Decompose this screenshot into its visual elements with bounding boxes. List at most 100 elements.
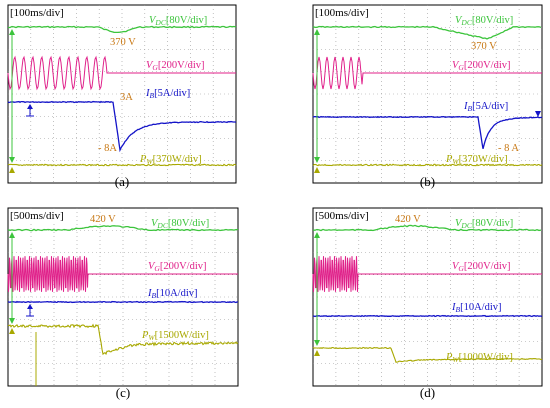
vg-trace-label: VG[200V/div]: [452, 261, 511, 273]
time-scale-label: [100ms/div]: [315, 7, 369, 19]
time-scale-background: [314, 6, 380, 18]
vdc-label-subscript: DC: [154, 18, 166, 27]
pw-trace-label: PW[1000W/div]: [445, 352, 513, 364]
ib-label-subscript: B: [152, 291, 157, 300]
ib-peak-annotation: - 8A: [98, 143, 117, 154]
vg-label-symbol: V: [148, 261, 156, 272]
ib-trace: [312, 314, 543, 318]
time-scale-background: [314, 209, 380, 221]
vdc-arrow-tail-icon: [314, 340, 320, 346]
pw-label-symbol: P: [445, 154, 453, 165]
vg-label-subscript: G: [458, 63, 464, 72]
vg-trace: [7, 256, 238, 292]
ib-arrow-head-icon: [27, 304, 33, 309]
vdc-arrow-head-icon: [9, 232, 15, 238]
ib-arrow-head-icon: [535, 111, 541, 117]
pw-marker-icon: [314, 167, 320, 173]
vdc-label-symbol: V: [455, 15, 463, 26]
scope-panel: [500ms/div]VDC[80V/div]VG[200V/div]IB[10…: [312, 207, 543, 400]
pw-label-subscript: W: [146, 157, 153, 166]
ib-label-scale: [5A/div]: [154, 88, 190, 99]
vg-trace: [312, 56, 542, 90]
vg-label-scale: [200V/div]: [160, 261, 207, 272]
vdc-trace: [8, 25, 237, 34]
pw-trace: [312, 163, 543, 167]
pw-label-scale: [1500W/div]: [155, 330, 209, 341]
vdc-min-annotation: 370 V: [110, 37, 136, 48]
vg-label-scale: [200V/div]: [464, 261, 511, 272]
vdc-label-subscript: DC: [156, 221, 168, 230]
ib-label-subscript: B: [468, 104, 473, 113]
panel-caption: (b): [420, 174, 435, 189]
pw-label-scale: [1000W/div]: [459, 352, 513, 363]
vdc-min-annotation: 370 V: [471, 41, 497, 52]
vdc-label-scale: [80V/div]: [472, 15, 513, 26]
scope-panel: [100ms/div]VDC[80V/div]VG[200V/div]IB[5A…: [312, 4, 543, 189]
ib-label-scale: [10A/div]: [156, 288, 197, 299]
pw-marker-icon: [9, 167, 15, 173]
vdc-trace: [312, 224, 542, 232]
ib-label-scale: [5A/div]: [472, 101, 508, 112]
time-scale-label: [500ms/div]: [10, 210, 64, 222]
vg-trace: [312, 256, 542, 292]
vdc-trace-label: VDC[80V/div]: [455, 218, 513, 230]
vg-trace-label: VG[200V/div]: [148, 261, 207, 273]
pw-label-symbol: P: [141, 330, 149, 341]
panel-caption: (a): [115, 174, 129, 189]
vdc-trace: [7, 225, 239, 232]
ib-arrow-head-icon: [27, 104, 33, 109]
pw-label-scale: [370W/div]: [459, 154, 508, 165]
vdc-label-subscript: DC: [460, 221, 472, 230]
vg-label-symbol: V: [146, 60, 154, 71]
vdc-trace-label: VDC[80V/div]: [151, 218, 209, 230]
vg-trace: [7, 55, 236, 91]
vdc-label-scale: [80V/div]: [166, 15, 207, 26]
ib-trace: [7, 100, 237, 153]
vg-trace-label: VG[200V/div]: [452, 60, 511, 72]
ib-label-symbol: I: [145, 88, 150, 99]
pw-label-scale: [370W/div]: [153, 154, 202, 165]
vg-label-subscript: G: [152, 63, 158, 72]
pw-label-subscript: W: [452, 157, 459, 166]
ib-label-symbol: I: [451, 302, 456, 313]
vg-trace-label: VG[200V/div]: [146, 60, 205, 72]
ib-label-subscript: B: [150, 91, 155, 100]
pw-trace: [7, 163, 237, 167]
vdc-arrow-head-icon: [9, 29, 15, 35]
vdc-arrow-head-icon: [314, 29, 320, 35]
time-scale-label: [500ms/div]: [315, 210, 369, 222]
vdc-arrow-tail-icon: [314, 157, 320, 163]
vdc-peak-annotation: 420 V: [395, 214, 421, 225]
pw-trace-label: PW[1500W/div]: [141, 330, 209, 342]
panel-caption: (d): [420, 385, 435, 400]
pw-label-symbol: P: [445, 352, 453, 363]
pw-label-subscript: W: [148, 333, 155, 342]
ib-label-scale: [10A/div]: [460, 302, 501, 313]
time-scale-background: [9, 6, 75, 18]
vg-label-subscript: G: [458, 264, 464, 273]
time-scale-background: [9, 209, 75, 221]
time-scale-label: [100ms/div]: [10, 7, 64, 19]
pw-trace-label: PW[370W/div]: [445, 154, 508, 166]
vg-label-scale: [200V/div]: [158, 60, 205, 71]
vg-label-symbol: V: [452, 261, 460, 272]
vdc-label-symbol: V: [455, 218, 463, 229]
vg-label-scale: [200V/div]: [464, 60, 511, 71]
scope-panel: [100ms/div]VDC[80V/div]VG[200V/div]IB[5A…: [7, 4, 237, 189]
ib-level-annotation: 3A: [120, 92, 133, 103]
ib-trace-label: IB[10A/div]: [147, 288, 198, 300]
scope-panel: [500ms/div] VDC[80V/div] VG[200V/div] IB[10…: [7, 207, 239, 400]
ib-trace-label: IB[5A/div]: [463, 101, 508, 113]
vdc-trace-label: VDC[80V/div]: [455, 15, 513, 27]
vdc-label-subscript: DC: [460, 18, 472, 27]
vdc-label-symbol: V: [151, 218, 159, 229]
panel-caption: (c): [116, 385, 130, 400]
panels-group: [100ms/div]VDC[80V/div]VG[200V/div]IB[5A…: [7, 4, 543, 400]
vdc-label-scale: [80V/div]: [472, 218, 513, 229]
ib-label-subscript: B: [456, 305, 461, 314]
pw-marker-icon: [314, 350, 320, 356]
vdc-label-symbol: V: [149, 15, 157, 26]
vdc-peak-annotation: 420 V: [90, 214, 116, 225]
vg-label-symbol: V: [452, 60, 460, 71]
